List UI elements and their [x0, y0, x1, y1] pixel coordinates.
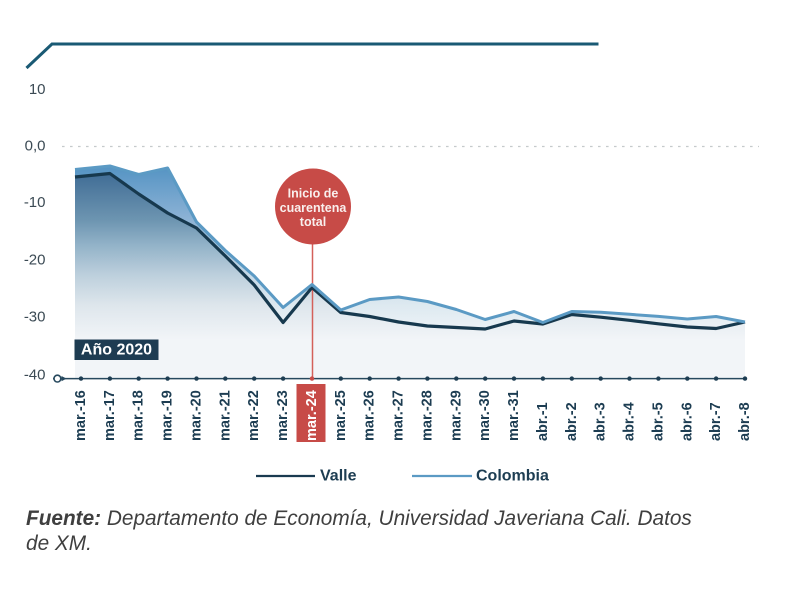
svg-text:mar.-28: mar.-28: [419, 390, 435, 441]
svg-text:cuarentena: cuarentena: [280, 201, 348, 215]
svg-text:mar.-27: mar.-27: [391, 390, 407, 441]
svg-text:abr.-8: abr.-8: [737, 402, 753, 441]
svg-text:mar.-17: mar.-17: [102, 390, 118, 441]
svg-text:mar.-30: mar.-30: [477, 390, 493, 441]
svg-text:mar.-16: mar.-16: [73, 390, 89, 441]
svg-text:mar.-22: mar.-22: [246, 390, 262, 441]
svg-text:mar.-24: mar.-24: [304, 390, 320, 441]
svg-text:mar.-31: mar.-31: [506, 390, 522, 441]
svg-text:mar.-25: mar.-25: [333, 390, 349, 441]
svg-text:-30: -30: [24, 309, 46, 326]
svg-text:10: 10: [29, 81, 46, 98]
svg-text:abr.-7: abr.-7: [708, 402, 724, 441]
svg-text:mar.-29: mar.-29: [448, 390, 464, 441]
svg-text:-20: -20: [24, 252, 46, 269]
svg-text:Colombia: Colombia: [476, 468, 549, 485]
svg-text:mar.-18: mar.-18: [131, 390, 147, 441]
svg-text:mar.-21: mar.-21: [217, 390, 233, 441]
svg-text:abr.-4: abr.-4: [622, 402, 638, 441]
svg-text:mar.-26: mar.-26: [362, 390, 378, 441]
svg-text:0,0: 0,0: [25, 138, 46, 155]
svg-text:total: total: [300, 215, 326, 229]
svg-text:abr.-1: abr.-1: [535, 402, 551, 441]
svg-text:abr.-3: abr.-3: [593, 402, 609, 441]
svg-text:Año 2020: Año 2020: [81, 342, 152, 359]
svg-text:abr.-5: abr.-5: [650, 402, 666, 441]
svg-text:mar.-19: mar.-19: [160, 390, 176, 441]
svg-text:Valle: Valle: [320, 468, 357, 485]
svg-text:mar.-20: mar.-20: [189, 390, 205, 441]
svg-text:-10: -10: [24, 194, 46, 211]
svg-text:-40: -40: [24, 367, 46, 384]
svg-text:abr.-2: abr.-2: [564, 402, 580, 441]
svg-text:abr.-6: abr.-6: [679, 402, 695, 441]
svg-text:Inicio de: Inicio de: [288, 187, 339, 201]
svg-text:mar.-23: mar.-23: [275, 390, 291, 441]
